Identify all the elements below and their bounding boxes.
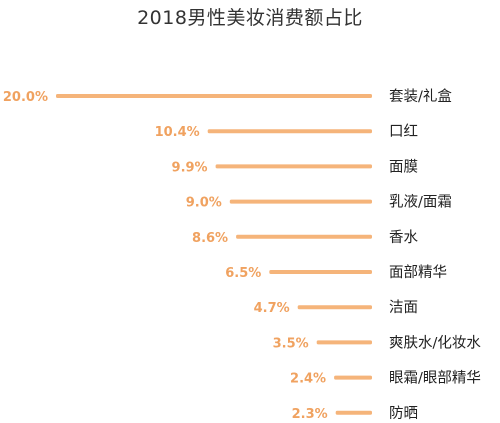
value-label-9: 2.3% — [292, 407, 328, 422]
chart-title: 2018男性美妆消费额占比 — [137, 7, 363, 29]
value-label-5: 6.5% — [225, 266, 261, 281]
category-label-4: 香水 — [389, 229, 418, 246]
value-label-7: 3.5% — [273, 336, 309, 351]
category-label-7: 爽肤水/化妆水 — [389, 334, 481, 351]
value-label-1: 10.4% — [155, 125, 200, 140]
category-label-2: 面膜 — [389, 158, 418, 175]
bar-9 — [335, 410, 372, 415]
category-label-5: 面部精华 — [389, 264, 447, 281]
category-label-1: 口红 — [389, 123, 418, 140]
bar-1 — [207, 129, 372, 134]
category-label-9: 防晒 — [389, 405, 418, 422]
bar-4 — [236, 234, 372, 239]
bar-0 — [56, 94, 372, 98]
value-label-8: 2.4% — [290, 372, 326, 387]
bar-6 — [297, 305, 372, 310]
bar-3 — [229, 199, 372, 204]
bar-5 — [269, 270, 372, 274]
value-label-3: 9.0% — [186, 196, 222, 211]
bar-7 — [316, 340, 372, 345]
bar-8 — [334, 375, 372, 380]
category-label-8: 眼霜/眼部精华 — [389, 370, 481, 387]
value-label-2: 9.9% — [172, 160, 208, 175]
value-label-0: 20.0% — [3, 90, 48, 105]
category-label-6: 洁面 — [389, 299, 418, 316]
value-label-6: 4.7% — [254, 301, 290, 316]
category-label-0: 套装/礼盒 — [389, 88, 452, 105]
category-label-3: 乳液/面霜 — [389, 194, 452, 211]
bar-2 — [215, 164, 372, 169]
value-label-4: 8.6% — [192, 231, 228, 246]
